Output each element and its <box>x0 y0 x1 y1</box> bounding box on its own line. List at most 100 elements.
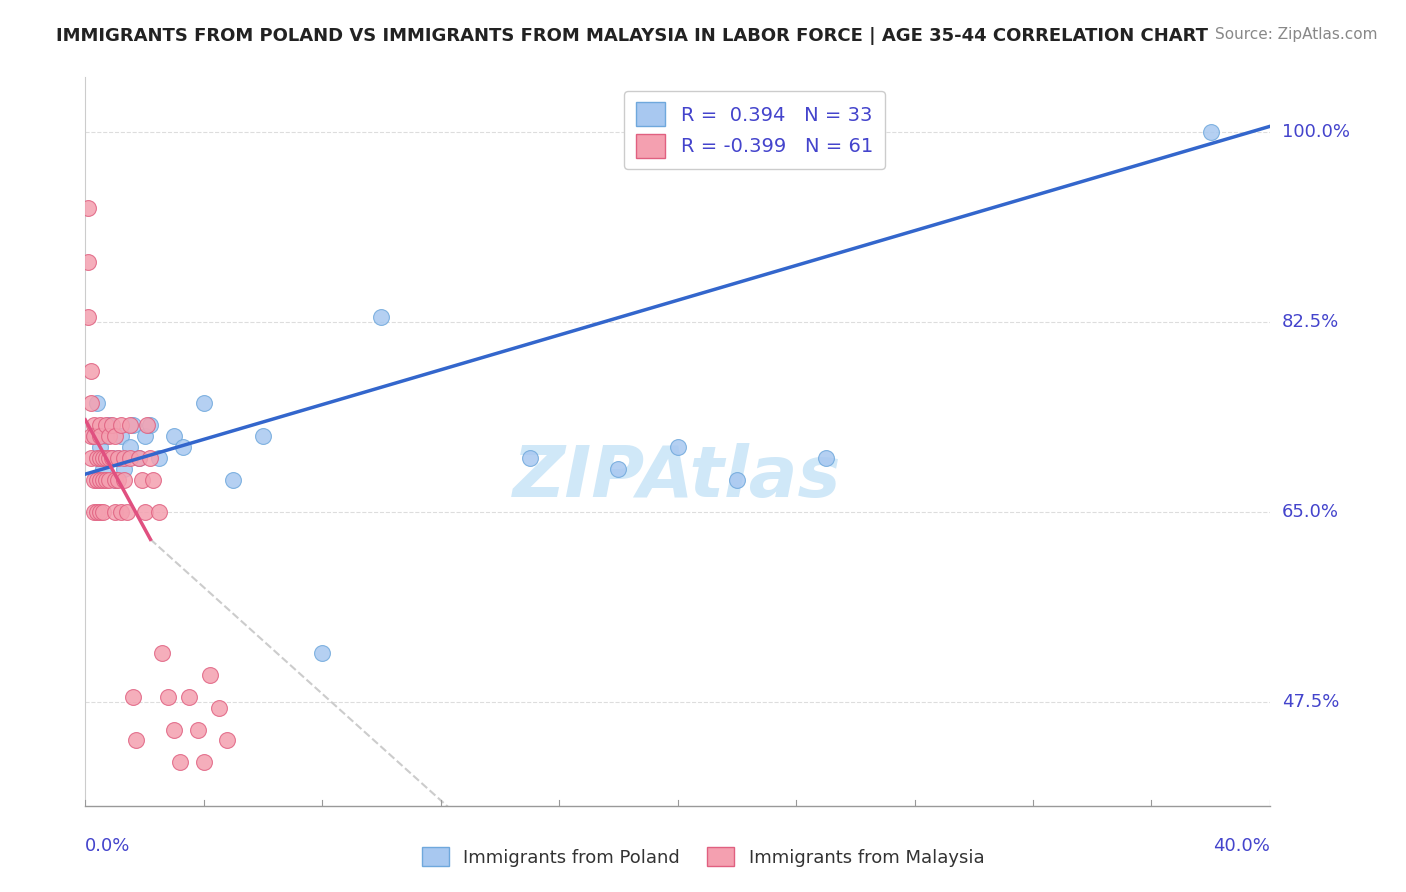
Point <box>80 450 103 465</box>
Point <box>163 723 186 737</box>
Point <box>124 733 146 747</box>
Point <box>77 255 100 269</box>
Point <box>187 723 209 737</box>
Point <box>110 505 132 519</box>
Text: 47.5%: 47.5% <box>1282 693 1339 712</box>
Point <box>83 505 105 519</box>
Point <box>112 473 135 487</box>
Point <box>252 429 274 443</box>
Point <box>115 505 138 519</box>
Point <box>110 418 132 433</box>
Point <box>121 690 143 704</box>
Point <box>83 418 105 433</box>
Point <box>607 461 630 475</box>
Point <box>107 450 129 465</box>
Point <box>98 473 121 487</box>
Point <box>107 450 129 465</box>
Point <box>91 461 114 475</box>
Point <box>131 473 153 487</box>
Point <box>86 450 108 465</box>
Point <box>94 450 117 465</box>
Point <box>83 473 105 487</box>
Legend: R =  0.394   N = 33, R = -0.399   N = 61: R = 0.394 N = 33, R = -0.399 N = 61 <box>624 91 884 169</box>
Point <box>311 647 333 661</box>
Point <box>112 461 135 475</box>
Point <box>134 429 156 443</box>
Point <box>77 201 100 215</box>
Point <box>91 473 114 487</box>
Point <box>101 450 124 465</box>
Point <box>172 440 194 454</box>
Point <box>134 505 156 519</box>
Point <box>725 473 748 487</box>
Point <box>104 429 127 443</box>
Point <box>157 690 180 704</box>
Point <box>83 429 105 443</box>
Point <box>89 473 111 487</box>
Point <box>163 429 186 443</box>
Point <box>222 473 245 487</box>
Point <box>148 505 170 519</box>
Point <box>89 418 111 433</box>
Point <box>193 396 215 410</box>
Point <box>104 473 127 487</box>
Point <box>104 473 127 487</box>
Point <box>89 505 111 519</box>
Point <box>94 429 117 443</box>
Point <box>519 450 541 465</box>
Point <box>89 429 111 443</box>
Point <box>112 450 135 465</box>
Point <box>89 450 111 465</box>
Point <box>118 418 141 433</box>
Point <box>107 473 129 487</box>
Point <box>370 310 392 324</box>
Point <box>139 418 162 433</box>
Point <box>98 418 121 433</box>
Point <box>101 418 124 433</box>
Text: 100.0%: 100.0% <box>1282 123 1350 141</box>
Point <box>104 505 127 519</box>
Point <box>91 450 114 465</box>
Text: ZIPAtlas: ZIPAtlas <box>513 443 842 512</box>
Point <box>98 450 121 465</box>
Point <box>217 733 239 747</box>
Point <box>814 450 837 465</box>
Point <box>666 440 689 454</box>
Text: 82.5%: 82.5% <box>1282 313 1339 331</box>
Text: IMMIGRANTS FROM POLAND VS IMMIGRANTS FROM MALAYSIA IN LABOR FORCE | AGE 35-44 CO: IMMIGRANTS FROM POLAND VS IMMIGRANTS FRO… <box>56 27 1208 45</box>
Point <box>101 450 124 465</box>
Point <box>142 473 165 487</box>
Point <box>89 440 111 454</box>
Point <box>177 690 200 704</box>
Point <box>169 755 191 769</box>
Point <box>139 450 162 465</box>
Text: 0.0%: 0.0% <box>86 837 131 855</box>
Point <box>89 450 111 465</box>
Point <box>128 450 150 465</box>
Point <box>121 418 143 433</box>
Point <box>110 429 132 443</box>
Point <box>148 450 170 465</box>
Point <box>193 755 215 769</box>
Point <box>198 668 221 682</box>
Point <box>207 701 229 715</box>
Point <box>86 473 108 487</box>
Point <box>83 429 105 443</box>
Point <box>150 647 173 661</box>
Point <box>1199 125 1222 139</box>
Point <box>80 429 103 443</box>
Point <box>128 450 150 465</box>
Text: 65.0%: 65.0% <box>1282 503 1339 521</box>
Point <box>118 440 141 454</box>
Legend: Immigrants from Poland, Immigrants from Malaysia: Immigrants from Poland, Immigrants from … <box>415 840 991 874</box>
Point <box>94 418 117 433</box>
Point <box>86 396 108 410</box>
Point <box>77 310 100 324</box>
Point <box>136 418 159 433</box>
Point <box>80 396 103 410</box>
Point <box>98 429 121 443</box>
Text: 40.0%: 40.0% <box>1213 837 1270 855</box>
Point <box>94 473 117 487</box>
Point <box>118 450 141 465</box>
Point <box>91 505 114 519</box>
